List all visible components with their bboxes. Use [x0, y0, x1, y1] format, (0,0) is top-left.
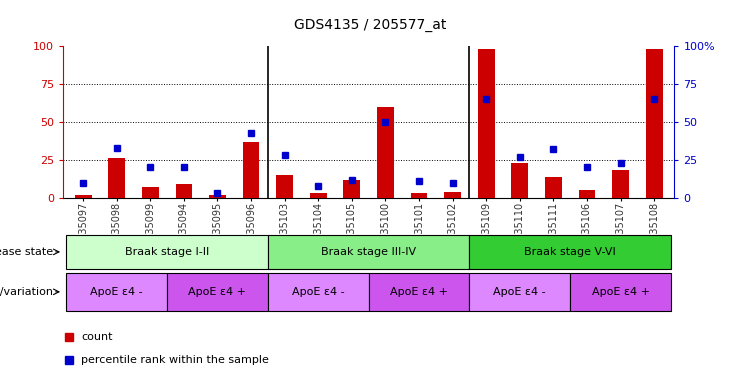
Bar — [209, 195, 226, 198]
Text: genotype/variation: genotype/variation — [0, 287, 53, 297]
Bar — [142, 187, 159, 198]
Text: ApoE ε4 +: ApoE ε4 + — [390, 287, 448, 297]
Text: Braak stage V-VI: Braak stage V-VI — [525, 247, 616, 257]
Bar — [176, 184, 193, 198]
Text: count: count — [82, 331, 113, 341]
Bar — [579, 190, 595, 198]
Bar — [645, 49, 662, 198]
Bar — [268, 273, 369, 311]
Bar — [478, 49, 494, 198]
Text: ApoE ε4 +: ApoE ε4 + — [188, 287, 247, 297]
Bar — [108, 158, 125, 198]
Bar — [545, 177, 562, 198]
Bar — [310, 193, 327, 198]
Bar — [612, 170, 629, 198]
Text: ApoE ε4 -: ApoE ε4 - — [292, 287, 345, 297]
Text: percentile rank within the sample: percentile rank within the sample — [82, 355, 269, 365]
Text: ApoE ε4 +: ApoE ε4 + — [591, 287, 650, 297]
Bar — [243, 142, 259, 198]
Bar — [344, 180, 360, 198]
Bar — [67, 273, 167, 311]
Bar — [75, 195, 92, 198]
Text: Braak stage III-IV: Braak stage III-IV — [321, 247, 416, 257]
Bar — [469, 273, 570, 311]
Bar — [67, 235, 268, 269]
Text: ApoE ε4 -: ApoE ε4 - — [90, 287, 143, 297]
Text: ApoE ε4 -: ApoE ε4 - — [494, 287, 546, 297]
Text: GDS4135 / 205577_at: GDS4135 / 205577_at — [294, 18, 447, 32]
Text: disease state: disease state — [0, 247, 53, 257]
Bar — [368, 273, 469, 311]
Bar — [411, 193, 428, 198]
Bar — [511, 163, 528, 198]
Bar — [444, 192, 461, 198]
Bar — [167, 273, 268, 311]
Bar — [377, 107, 393, 198]
Bar — [570, 273, 671, 311]
Text: Braak stage I-II: Braak stage I-II — [125, 247, 209, 257]
Bar — [268, 235, 469, 269]
Bar — [469, 235, 671, 269]
Bar — [276, 175, 293, 198]
